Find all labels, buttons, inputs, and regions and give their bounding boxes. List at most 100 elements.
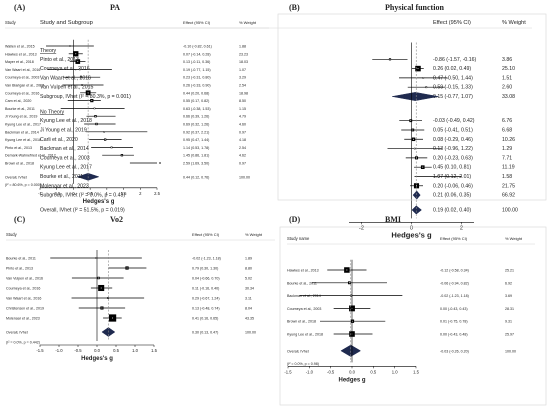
- point-estimate: [107, 297, 109, 299]
- study-label: Bourke et al., 2011: [287, 281, 317, 285]
- weight-text: 0.97: [239, 130, 246, 134]
- effect-text: 0.44 (0.20, 0.68): [183, 91, 209, 95]
- study-label: Hawkes et al., 2013: [5, 52, 37, 56]
- weight-text: 100.00: [239, 175, 250, 179]
- study-label: Van Waart et al., 2016: [5, 68, 40, 72]
- study-label: Ji Young et al., 2019: [5, 115, 37, 119]
- effect-text: 0.69 (0.32, 1.26): [183, 123, 209, 127]
- point-estimate: [348, 282, 350, 284]
- weight-text: 3.69: [505, 294, 512, 298]
- effect-text: -0.06 (-0.94, 0.82): [440, 281, 469, 285]
- study-label: Carli et al., 2020: [40, 137, 78, 143]
- effect-text: 0.13 (-0.48, 0.74): [192, 307, 220, 311]
- effect-text: -0.86 (-1.57, -0.16): [433, 57, 477, 63]
- effect-text: 1.45 (0.86, 1.81): [183, 154, 209, 158]
- point-estimate: [437, 175, 439, 177]
- x-tick-label: 0.0: [349, 369, 355, 374]
- x-tick-label: 1.5: [121, 191, 127, 196]
- weight-text: 9.31: [505, 320, 512, 324]
- subgroup-diamond: [412, 190, 421, 200]
- study-label: Backman et al., 2014: [40, 146, 89, 152]
- weight-text: 4.18: [239, 138, 246, 142]
- study-label: Molenaar et al., 2023: [6, 317, 40, 321]
- weight-text: 23.23: [239, 52, 248, 56]
- effect-text: 0.23 (-0.31, 0.80): [183, 76, 211, 80]
- point-estimate: [79, 68, 81, 70]
- study-label: Wallen et al., 2015: [5, 45, 35, 49]
- x-tick-label: 1.5: [151, 348, 157, 353]
- panel-label-0: (A): [14, 3, 25, 12]
- effect-text: 0.11 (-0.16, 0.40): [192, 287, 219, 291]
- x-tick-label: 1.5: [413, 369, 419, 374]
- header-effect-1: Effect (95% CI): [433, 20, 471, 26]
- weight-text: 6.68: [502, 127, 512, 133]
- weight-text: 11.19: [502, 165, 515, 171]
- point-estimate: [410, 120, 412, 122]
- point-estimate: [422, 77, 424, 79]
- effect-text: 0.04 (-0.66, 0.70): [192, 277, 220, 281]
- weight-text: 25.97: [505, 333, 514, 337]
- point-estimate: [412, 129, 414, 131]
- point-estimate: [81, 84, 83, 86]
- x-tick-label: 2.5: [154, 191, 160, 196]
- weight-text: 4.62: [239, 154, 246, 158]
- weight-text: 66.92: [502, 193, 515, 199]
- point-estimate: [94, 115, 96, 117]
- effect-text: 0.95 (0.47, 1.44): [183, 138, 209, 142]
- heterogeneity-text: (I² = 0.0%, p = 0.442): [6, 341, 40, 345]
- weight-text: 8.04: [245, 307, 252, 311]
- effect-text: 0.44 (0.12, 0.76): [183, 175, 209, 179]
- x-tick-label: -2: [359, 225, 364, 231]
- point-estimate: [93, 107, 95, 109]
- point-estimate: [111, 146, 113, 148]
- heterogeneity-text: (I² = 80.6%, p = 0.000): [5, 183, 41, 187]
- study-label: Courneya et al., 2016: [6, 287, 40, 291]
- x-tick-label: 1: [106, 191, 109, 196]
- subgroup-header: Theory: [40, 48, 57, 54]
- weight-text: 4.60: [239, 123, 246, 127]
- study-label: Backman et al., 2014: [287, 294, 321, 298]
- point-estimate: [416, 185, 417, 187]
- point-estimate: [98, 277, 100, 279]
- header-weight-1: % Weight: [502, 20, 526, 26]
- x-tick-label: -1.0: [306, 369, 314, 374]
- effect-text: -0.12 (-0.58, 0.34): [440, 269, 469, 273]
- weight-text: 33.08: [502, 94, 515, 100]
- header-study-0: Study: [5, 20, 17, 25]
- header-weight-3: % Weight: [505, 236, 523, 241]
- effect-text: 0.19 (-0.77, 1.15): [183, 68, 211, 72]
- weight-text: 1.88: [239, 45, 246, 49]
- header-effect-2: Effect (95% CI): [192, 232, 220, 237]
- pooled-label: Overall, IVhet: [6, 331, 28, 335]
- x-tick-label: 0: [72, 191, 75, 196]
- x-tick-label: 2: [139, 191, 142, 196]
- weight-text: 4.79: [239, 115, 246, 119]
- weight-text: 2.54: [239, 146, 246, 150]
- weight-text: 6.76: [502, 118, 512, 124]
- point-estimate: [69, 45, 71, 47]
- effect-text: 0.21 (0.06, 0.35): [433, 193, 471, 199]
- header-effect-0: Effect (95% CI): [183, 20, 211, 25]
- effect-text: 0.26 (0.02, 0.49): [433, 66, 471, 72]
- study-label: Kyung Lee et al., 2018: [40, 118, 92, 124]
- effect-text: 0.00 (-0.43, 0.43): [440, 307, 468, 311]
- panel-label-2: (C): [14, 215, 25, 224]
- effect-text: -0.03 (-0.49, 0.42): [433, 118, 475, 124]
- weight-text: 2.54: [239, 84, 246, 88]
- study-label: Pinto et al., 2013: [40, 57, 79, 63]
- study-label: Brown et al., 2018: [5, 162, 34, 166]
- weight-text: 43.35: [245, 317, 254, 321]
- weight-text: 5.02: [245, 277, 252, 281]
- effect-text: 0.45 (0.10, 0.81): [433, 165, 471, 171]
- study-label: Bourke et al., 2011: [5, 107, 35, 111]
- panel-title-3: BMI: [385, 215, 401, 224]
- point-estimate: [414, 148, 416, 150]
- effect-text: 0.07 (-0.14, 0.28): [183, 52, 211, 56]
- x-tick-label: 1.0: [132, 348, 138, 353]
- study-label: Hawkes et al., 2013: [287, 269, 319, 273]
- effect-text: 0.26 (-0.33, 0.90): [183, 84, 211, 88]
- point-estimate: [346, 269, 348, 271]
- heterogeneity-text: (I² = 0.0%, p = 0.98): [287, 362, 319, 366]
- study-label: Courneya et al., 2016: [40, 66, 90, 72]
